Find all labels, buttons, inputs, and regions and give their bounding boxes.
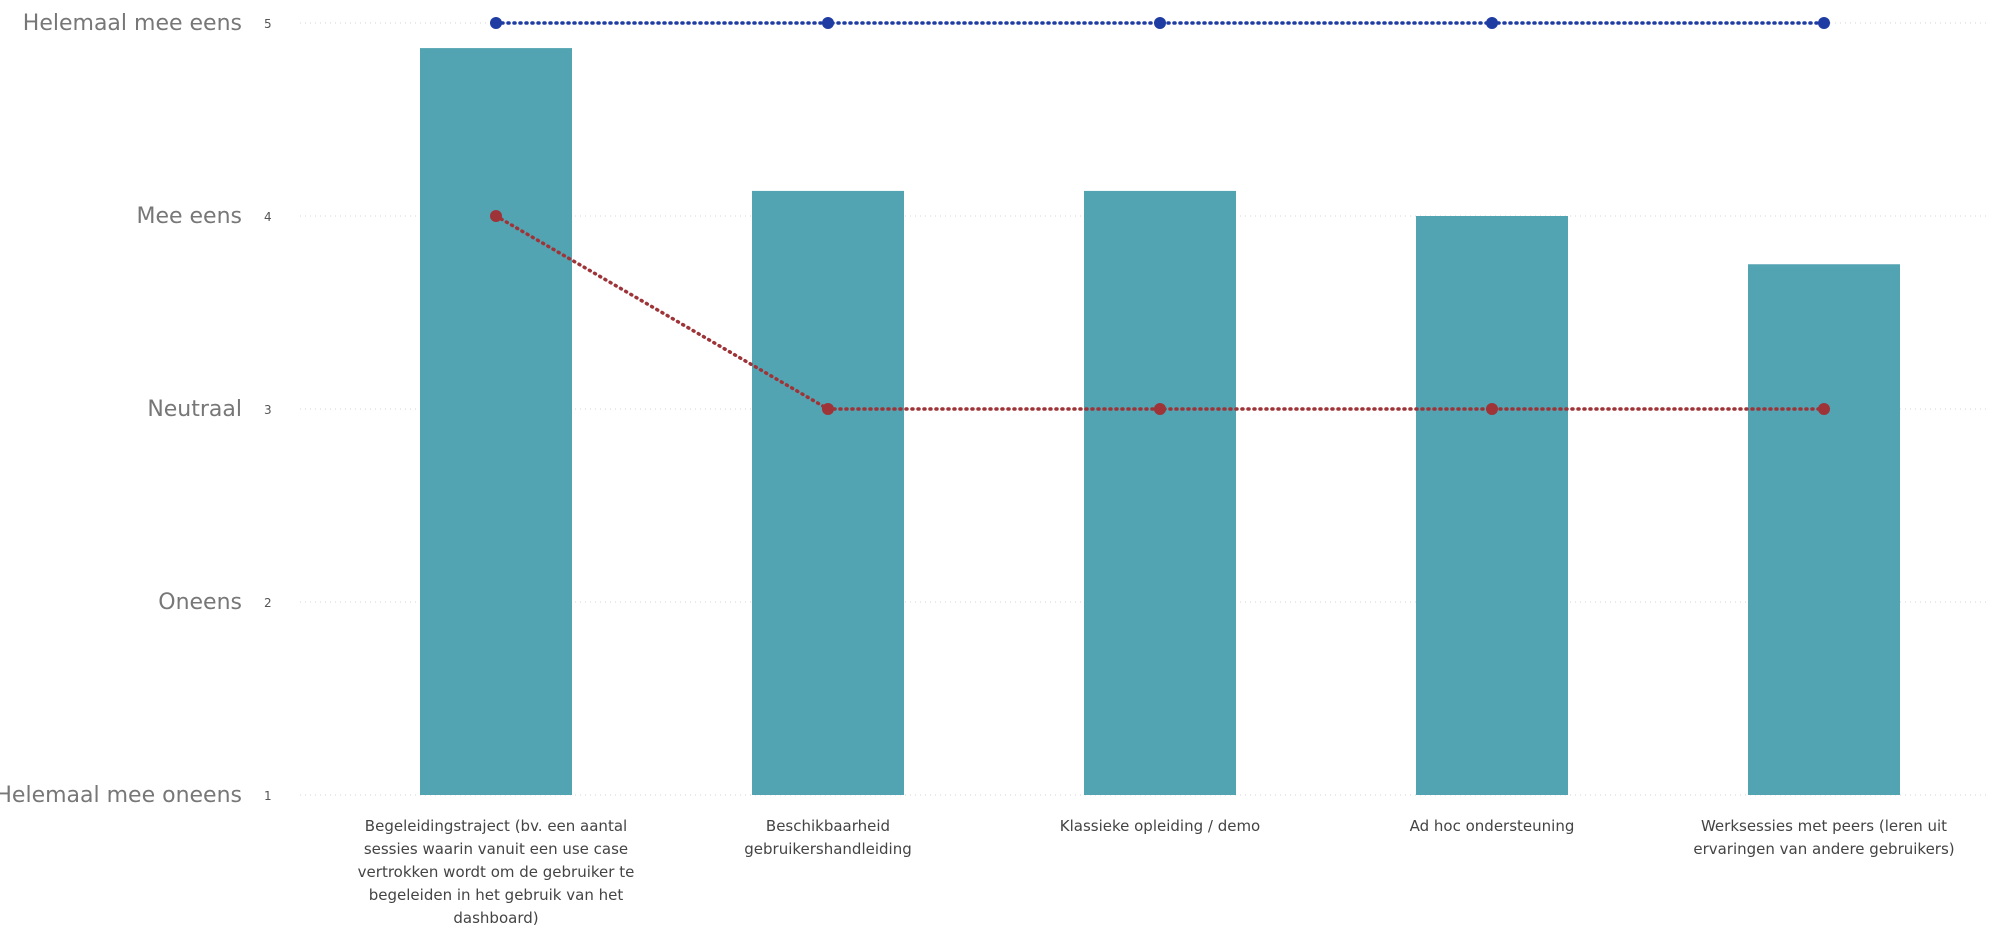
y-axis-labels: Helemaal mee eens 5 Mee eens 4 Neutraal 3 Onee… [0, 11, 272, 808]
y-axis-tick-label: 1 [264, 789, 272, 803]
y-axis-category-label: Oneens [158, 590, 242, 615]
bar [1084, 190, 1236, 795]
bar [1748, 264, 1900, 795]
line-point [1486, 17, 1498, 29]
x-axis-category-label: Beschikbaarheid gebruikershandleiding [744, 817, 911, 858]
y-axis-tick-label: 5 [264, 17, 272, 31]
bar [1416, 216, 1568, 795]
line-series [490, 17, 1830, 415]
x-axis-category-label: Ad hoc ondersteuning [1410, 817, 1575, 835]
bar [752, 190, 904, 795]
line-point [1486, 403, 1498, 415]
y-axis-category-label: Helemaal mee oneens [0, 783, 242, 808]
bar-series [420, 48, 1900, 795]
y-axis-category-label: Neutraal [147, 397, 242, 422]
x-axis-labels: Begeleidingstraject (bv. een aantal sessi… [358, 817, 1955, 927]
line-point [1818, 403, 1830, 415]
line-point [822, 17, 834, 29]
line-point [1818, 17, 1830, 29]
line-point [490, 210, 502, 222]
y-axis-tick-label: 2 [264, 596, 272, 610]
y-axis-category-label: Mee eens [136, 204, 242, 229]
x-axis-category-label: Werksessies met peers (leren uit ervaring… [1693, 817, 1954, 858]
line-point [1154, 17, 1166, 29]
bar [420, 48, 572, 795]
y-axis-tick-label: 4 [264, 210, 272, 224]
x-axis-category-label: Begeleidingstraject (bv. een aantal sessi… [358, 817, 635, 927]
line-point [490, 17, 502, 29]
y-axis-category-label: Helemaal mee eens [23, 11, 242, 36]
line-point [1154, 403, 1166, 415]
y-axis-tick-label: 3 [264, 403, 272, 417]
x-axis-category-label: Klassieke opleiding / demo [1060, 817, 1260, 835]
line-point [822, 403, 834, 415]
